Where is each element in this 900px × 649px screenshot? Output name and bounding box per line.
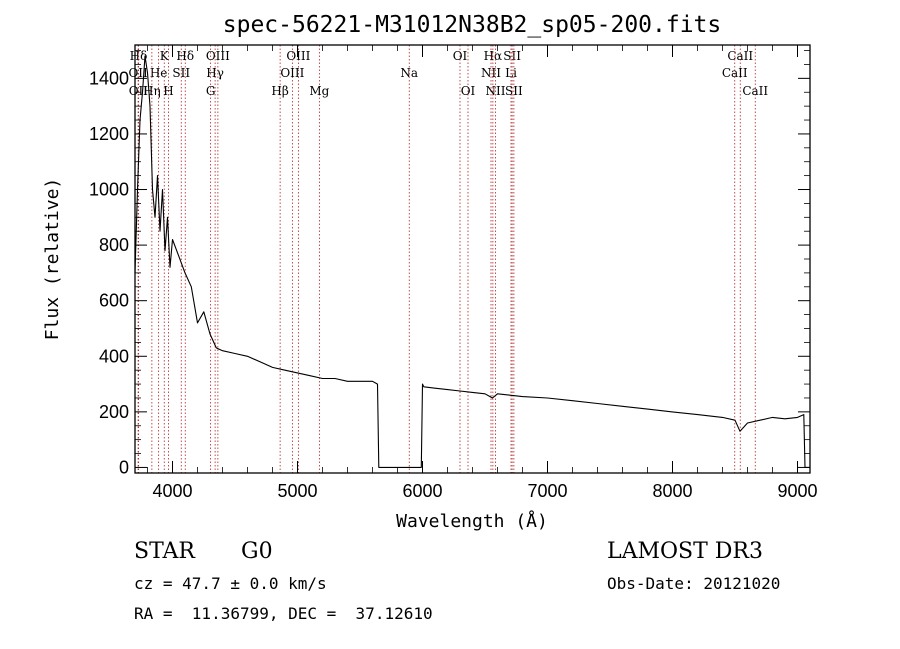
- survey-name: LAMOST DR3: [607, 539, 763, 564]
- spectral-line-label-11: G: [206, 84, 216, 98]
- y-tick-label-200: 200: [99, 402, 129, 422]
- x-tick-label-4000: 4000: [152, 481, 192, 501]
- x-tick-label-9000: 9000: [777, 481, 817, 501]
- y-tick-label-800: 800: [99, 235, 129, 255]
- spectrum-series: [134, 55, 810, 468]
- x-tick-label-6000: 6000: [402, 481, 442, 501]
- y-tick-label-1400: 1400: [89, 68, 129, 88]
- spectral-line-label-26: CaII: [722, 66, 748, 80]
- spectral-line-label-24: SII: [505, 84, 523, 98]
- y-tick-label-400: 400: [99, 346, 129, 366]
- y-tick-label-0: 0: [119, 457, 129, 477]
- y-tick-label-1200: 1200: [89, 124, 129, 144]
- object-class: STAR: [134, 539, 195, 564]
- subclass: G0: [241, 539, 273, 564]
- y-tick-label-1000: 1000: [89, 180, 129, 200]
- coordinates: RA = 11.36799, DEC = 37.12610: [134, 604, 433, 623]
- spectral-line-label-21: NII: [486, 84, 506, 98]
- x-tick-label-5000: 5000: [277, 481, 317, 501]
- spectral-line-label-10: Hγ: [206, 66, 224, 80]
- spectral-line-label-17: OI: [453, 49, 468, 63]
- spectral-line-label-23: Li: [505, 66, 517, 80]
- spectral-line-label-15: Mg: [309, 84, 329, 98]
- y-axis-label: Flux (relative): [42, 178, 63, 341]
- x-tick-label-7000: 7000: [527, 481, 567, 501]
- obs-date: Obs-Date: 20121020: [607, 574, 781, 593]
- spectral-line-label-4: He: [150, 66, 168, 80]
- redshift-readout: cz = 47.7 ± 0.0 km/s: [134, 574, 327, 593]
- y-axis: 0 200 400 600 800 1000 1200 1400: [89, 50, 810, 477]
- spectral-line-label-6: Hδ: [176, 49, 194, 63]
- spectral-line-label-9: OIII: [206, 49, 230, 63]
- spectral-line-label-16: Na: [400, 66, 418, 80]
- spectral-line-label-5: Hη: [143, 84, 161, 98]
- x-tick-label-8000: 8000: [652, 481, 692, 501]
- x-axis: 4000 5000 6000 7000 8000 9000: [147, 45, 818, 501]
- spectral-line-label-2: OII: [129, 84, 149, 98]
- spectral-line-label-20: NII: [481, 66, 501, 80]
- spectral-line-label-12: OIII: [286, 49, 310, 63]
- spectral-line-label-22: SII: [503, 49, 521, 63]
- spectral-line-label-25: CaII: [727, 49, 753, 63]
- spectral-line-label-27: CaII: [742, 84, 768, 98]
- spectral-line-label-8: H: [163, 84, 173, 98]
- spectral-line-label-18: OI: [461, 84, 476, 98]
- spectral-line-label-13: OIII: [280, 66, 304, 80]
- x-axis-label: Wavelength (Å): [396, 510, 548, 532]
- chart-title: spec-56221-M31012N38B2_sp05-200.fits: [223, 12, 722, 38]
- spectral-line-label-19: Hα: [484, 49, 503, 63]
- plot-frame: [134, 44, 811, 474]
- y-tick-label-600: 600: [99, 291, 129, 311]
- spectral-line-label-14: Hβ: [271, 84, 288, 98]
- spectrum-line: [134, 55, 810, 468]
- spectral-line-label-7: SII: [172, 66, 190, 80]
- spectral-line-label-3: K: [160, 49, 170, 63]
